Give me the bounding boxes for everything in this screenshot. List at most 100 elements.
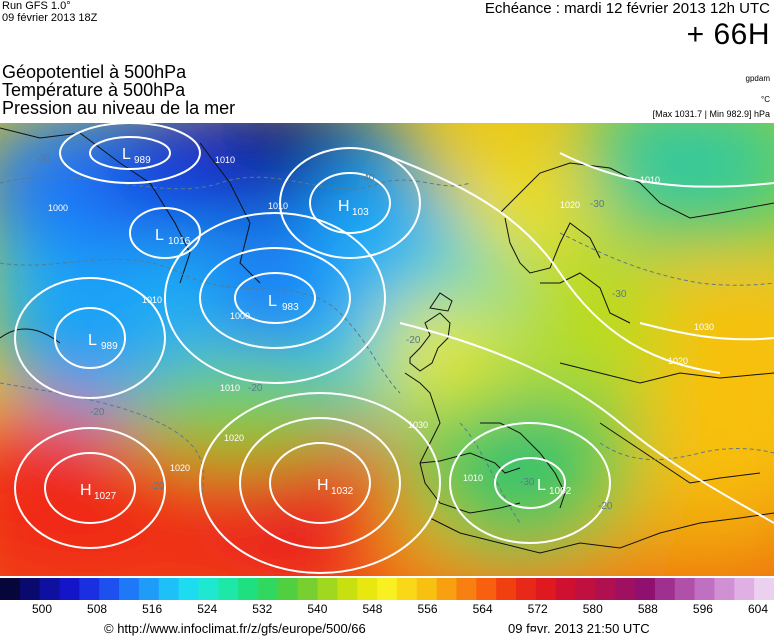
pressure-center-letter: L [88, 332, 97, 349]
isobar-label: 1020 [560, 200, 580, 210]
isobar-label: 1010 [220, 383, 240, 393]
isotherm-label: -30 [520, 477, 535, 488]
color-scale-swatch [396, 578, 418, 600]
geopotential-field [0, 123, 774, 576]
pressure-center-letter: L [537, 477, 546, 494]
color-scale-swatch [19, 578, 41, 600]
sea-level-isobars [14, 123, 774, 574]
color-scale-swatch [714, 578, 735, 600]
isobar-label: 1010 [268, 201, 288, 211]
isobar-label: 1010 [142, 295, 162, 305]
unit-geopotential: gpdam [745, 74, 770, 83]
pressure-center-letter: L [122, 146, 131, 163]
color-scale-swatch [456, 578, 477, 600]
color-scale-tick-label: 508 [87, 602, 108, 616]
color-scale-swatch [496, 578, 517, 600]
color-scale-swatch [734, 578, 755, 600]
coastlines [0, 127, 774, 554]
color-scale-tick-label: 596 [692, 602, 713, 616]
variable-title-temperature: Température à 500hPa [2, 80, 186, 100]
pressure-center-letter: H [80, 482, 92, 499]
pressure-center-value: 989 [134, 155, 151, 166]
color-scale-swatch [555, 578, 577, 600]
isotherm-label: -20 [90, 407, 105, 418]
pressure-center-value: 103 [352, 207, 369, 218]
color-scale-swatch [694, 578, 715, 600]
variable-title-pressure: Pression au niveau de la mer [2, 98, 236, 118]
color-scale-swatch [337, 578, 358, 600]
isobar-label: 1020 [668, 356, 688, 366]
isobar-label: 1020 [170, 463, 190, 473]
isobar-label: 1000 [230, 311, 250, 321]
color-scale-swatch [674, 578, 696, 600]
color-scale-swatch [476, 578, 497, 600]
color-scale-swatch [377, 578, 398, 600]
color-scale-tick-label: 548 [362, 602, 383, 616]
color-scale-swatch [436, 578, 457, 600]
isotherm-label: -30 [36, 153, 51, 164]
color-scale-tick-label: 580 [582, 602, 603, 616]
pressure-center-letter: L [155, 227, 164, 244]
color-scale-swatch [516, 578, 537, 600]
isotherm-label: -20 [598, 501, 613, 512]
isobar-label: 1030 [408, 420, 428, 430]
color-scale-swatch [654, 578, 676, 600]
pressure-center-letter: L [268, 293, 277, 310]
variable-title-geopotential: Géopotentiel à 500hPa [2, 62, 187, 82]
color-scale-tick-label: 524 [197, 602, 218, 616]
isobar-label: 1010 [215, 155, 235, 165]
isobar-label: 1030 [694, 322, 714, 332]
color-scale-swatch [754, 578, 774, 600]
isobar-value-labels: 1000 1010 1010 1000 1010 1020 1020 1010 … [48, 155, 714, 483]
color-scale-swatch [218, 578, 239, 600]
forecast-valid-time: Echéance : mardi 12 février 2013 12h UTC [484, 0, 770, 17]
color-scale-bar [0, 578, 774, 600]
color-scale-tick-label: 564 [472, 602, 493, 616]
color-scale-swatch [119, 578, 140, 600]
color-scale-swatch [535, 578, 557, 600]
pressure-center-value: 1016 [168, 236, 191, 247]
color-scale-swatch [575, 578, 596, 600]
color-scale-tick-label: 588 [637, 602, 658, 616]
isotherm-label: -20 [248, 383, 263, 394]
pressure-center-letter: H [338, 198, 350, 215]
color-scale-swatch [258, 578, 279, 600]
color-scale-swatch [39, 578, 61, 600]
color-scale-tick-label: 516 [142, 602, 163, 616]
color-scale-swatch [59, 578, 80, 600]
weather-map: L 989 L 1016 H 103 L 983 L 989 H 1027 H … [0, 123, 774, 576]
run-label: Run GFS 1.0° [2, 0, 71, 12]
color-scale-swatch [615, 578, 636, 600]
color-scale-tick-label: 540 [307, 602, 328, 616]
isobar-label: 1000 [48, 203, 68, 213]
source-credit: © http://www.infoclimat.fr/z/gfs/europe/… [104, 621, 366, 636]
color-scale-tick-label: 532 [252, 602, 273, 616]
isotherm-label: -40 [360, 173, 375, 184]
pressure-center-value: 1002 [549, 486, 572, 497]
color-scale-swatch [238, 578, 259, 600]
color-scale-tick-label: 572 [527, 602, 548, 616]
unit-temperature: °C [761, 95, 770, 104]
lead-time: + 66H [686, 18, 770, 51]
color-scale-tick-label: 556 [417, 602, 438, 616]
generation-date: 09 f¤vr. 2013 21:50 UTC [508, 621, 650, 636]
color-scale-swatch [595, 578, 616, 600]
pressure-center-value: 1032 [331, 486, 354, 497]
run-date: 09 février 2013 18Z [2, 12, 98, 24]
pressure-center-labels: L 989 L 1016 H 103 L 983 L 989 H 1027 H … [80, 146, 572, 502]
max-min-pressure: [Max 1031.7 | Min 982.9] hPa [652, 109, 770, 119]
color-scale-swatch [79, 578, 100, 600]
isotherm-label: -20 [150, 481, 165, 492]
isotherm-label: -30 [612, 289, 627, 300]
color-scale-swatch [357, 578, 378, 600]
pressure-center-letter: H [317, 477, 329, 494]
color-scale-swatch [99, 578, 120, 600]
pressure-center-value: 1027 [94, 491, 117, 502]
isobar-label: 1020 [224, 433, 244, 443]
isotherm-label: -30 [590, 199, 605, 210]
color-scale-swatch [317, 578, 338, 600]
color-scale-swatch [158, 578, 180, 600]
color-scale-swatch [198, 578, 219, 600]
isotherm-label: -20 [406, 335, 421, 346]
color-scale-swatch [635, 578, 656, 600]
